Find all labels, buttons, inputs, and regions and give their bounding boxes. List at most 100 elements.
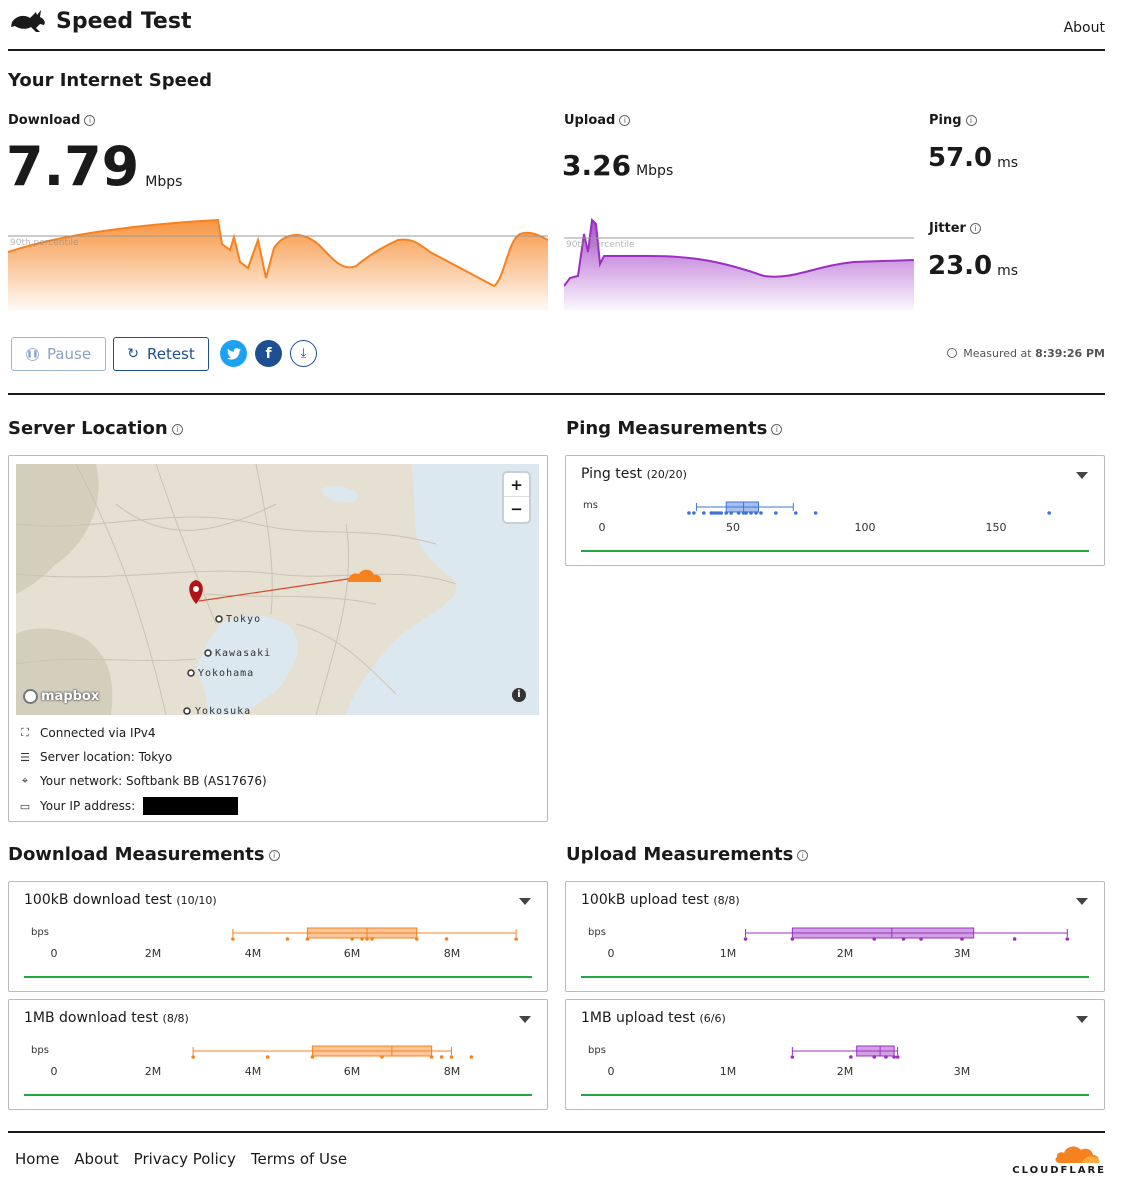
download-1mb-unit: bps bbox=[31, 1045, 49, 1056]
upload-value: 3.26 Mbps bbox=[562, 150, 673, 182]
connection-text: Connected via IPv4 bbox=[40, 726, 156, 740]
upload-tick: 1M bbox=[719, 947, 737, 960]
iqr-box bbox=[311, 1045, 433, 1057]
app-title: Speed Test bbox=[56, 9, 192, 34]
sample-point bbox=[729, 511, 733, 515]
upload-1mb-card[interactable]: 1MB upload test (6/6) bps 0 1M 2M 3M bbox=[565, 999, 1105, 1110]
upload-100kb-card[interactable]: 100kB upload test (8/8) bps 0 1M 2M 3M bbox=[565, 881, 1105, 992]
ip-info: ▭ Your IP address: bbox=[18, 797, 239, 815]
upload-speed-chart: 90th percentile bbox=[564, 217, 914, 310]
about-link[interactable]: About bbox=[1063, 20, 1105, 36]
sample-point bbox=[444, 937, 449, 941]
status-line bbox=[24, 1094, 532, 1096]
cloudflare-server-marker bbox=[348, 569, 382, 582]
map-canvas: Tokyo Kawasaki Yokohama Yokosuka bbox=[16, 464, 539, 715]
sample-point bbox=[960, 937, 964, 941]
server-map[interactable]: Tokyo Kawasaki Yokohama Yokosuka + − map… bbox=[16, 464, 539, 715]
sample-point bbox=[813, 511, 818, 515]
info-icon[interactable]: i bbox=[171, 423, 183, 435]
map-label-yokosuka: Yokosuka bbox=[195, 706, 251, 715]
chevron-down-icon[interactable] bbox=[1076, 472, 1088, 479]
download-100kb-card[interactable]: 100kB download test (10/10) bps 0 2M 4M … bbox=[8, 881, 548, 992]
map-roads bbox=[16, 464, 457, 715]
measured-prefix: Measured at bbox=[963, 347, 1032, 360]
sample-point bbox=[285, 937, 290, 941]
download-icon: ⤓ bbox=[300, 346, 307, 361]
header-divider bbox=[8, 49, 1105, 51]
info-icon[interactable]: i bbox=[268, 849, 280, 861]
sample-point bbox=[901, 937, 906, 941]
upload-line bbox=[564, 217, 914, 287]
sample-point bbox=[1012, 937, 1017, 941]
sample-point bbox=[1047, 511, 1051, 515]
status-line bbox=[581, 976, 1089, 978]
download-tick: 4M bbox=[244, 947, 262, 960]
download-results-button[interactable]: ⤓ bbox=[290, 340, 317, 367]
footer-link-home[interactable]: Home bbox=[15, 1150, 60, 1168]
ping-number: 57.0 bbox=[928, 143, 993, 173]
ping-tick: 150 bbox=[985, 521, 1007, 534]
info-icon[interactable]: i bbox=[84, 115, 96, 126]
download-1mb-card[interactable]: 1MB download test (8/8) bps 0 2M 4M 6M 8… bbox=[8, 999, 548, 1110]
chevron-down-icon[interactable] bbox=[519, 898, 531, 905]
sample-point bbox=[749, 511, 753, 515]
sample-point bbox=[759, 511, 763, 515]
ping-tick: 0 bbox=[598, 521, 606, 534]
pause-button[interactable]: ❚❚ Pause bbox=[11, 337, 106, 371]
twitter-share-button[interactable] bbox=[220, 340, 247, 367]
download-tick: 8M bbox=[443, 947, 461, 960]
facebook-share-button[interactable]: f bbox=[255, 340, 282, 367]
sample-point bbox=[919, 937, 923, 941]
server-location-info: ☰ Server location: Tokyo bbox=[18, 750, 172, 764]
upload-tick: 2M bbox=[836, 1065, 854, 1078]
cloudflare-logo[interactable]: CLOUDFLARE bbox=[1006, 1141, 1106, 1177]
connection-info: ⛶ Connected via IPv4 bbox=[18, 726, 156, 740]
download-1mb-count: (8/8) bbox=[162, 1012, 189, 1025]
map-sea bbox=[346, 464, 539, 715]
jitter-unit: ms bbox=[997, 263, 1019, 279]
info-icon[interactable]: i bbox=[969, 223, 981, 234]
map-attribution-info-icon[interactable]: i bbox=[512, 688, 526, 702]
mapbox-logo[interactable]: mapbox bbox=[23, 689, 99, 704]
sample-point bbox=[716, 511, 721, 515]
info-icon[interactable]: i bbox=[771, 423, 783, 435]
footer-link-terms[interactable]: Terms of Use bbox=[250, 1150, 348, 1168]
chevron-down-icon[interactable] bbox=[519, 1016, 531, 1023]
twitter-icon bbox=[226, 347, 241, 359]
clock-icon bbox=[946, 348, 957, 358]
footer-link-about[interactable]: About bbox=[74, 1150, 119, 1168]
ping-value: 57.0 ms bbox=[928, 142, 1018, 174]
zoom-out-button[interactable]: − bbox=[510, 500, 523, 518]
info-icon[interactable]: i bbox=[965, 115, 977, 126]
jitter-number: 23.0 bbox=[928, 251, 993, 281]
info-icon[interactable]: i bbox=[797, 849, 809, 861]
ping-label-text: Ping bbox=[929, 113, 962, 128]
download-line bbox=[8, 218, 548, 288]
city-markers bbox=[183, 615, 223, 715]
upload-1mb-title-text: 1MB upload test bbox=[581, 1010, 696, 1026]
sample-point bbox=[365, 937, 369, 941]
sample-point bbox=[449, 1055, 454, 1059]
jitter-value: 23.0 ms bbox=[928, 250, 1018, 282]
chevron-down-icon[interactable] bbox=[1076, 1016, 1088, 1023]
zoom-in-button[interactable]: + bbox=[504, 473, 529, 497]
download-100kb-boxplot bbox=[231, 927, 518, 941]
map-pin-icon: ⌖ bbox=[21, 774, 29, 787]
download-number: 7.79 bbox=[6, 135, 140, 198]
download-measurements-heading: Download Measurements i bbox=[8, 844, 280, 865]
sample-point bbox=[872, 937, 877, 941]
iqr-box bbox=[856, 1045, 895, 1057]
info-icon[interactable]: i bbox=[619, 115, 631, 126]
retest-button[interactable]: ↻ Retest bbox=[113, 337, 209, 371]
chevron-down-icon[interactable] bbox=[1076, 898, 1088, 905]
facebook-icon: f bbox=[265, 345, 272, 362]
sample-point bbox=[790, 937, 795, 941]
footer-link-privacy[interactable]: Privacy Policy bbox=[133, 1150, 236, 1168]
sample-point bbox=[736, 511, 741, 515]
map-mountains bbox=[16, 464, 99, 594]
upload-area bbox=[564, 220, 914, 310]
sample-point bbox=[895, 1055, 900, 1059]
mapbox-icon bbox=[23, 689, 38, 704]
ping-test-card[interactable]: Ping test (20/20) ms 0 50 100 150 bbox=[565, 455, 1105, 566]
download-1mb-title: 1MB download test (8/8) bbox=[24, 1010, 189, 1026]
